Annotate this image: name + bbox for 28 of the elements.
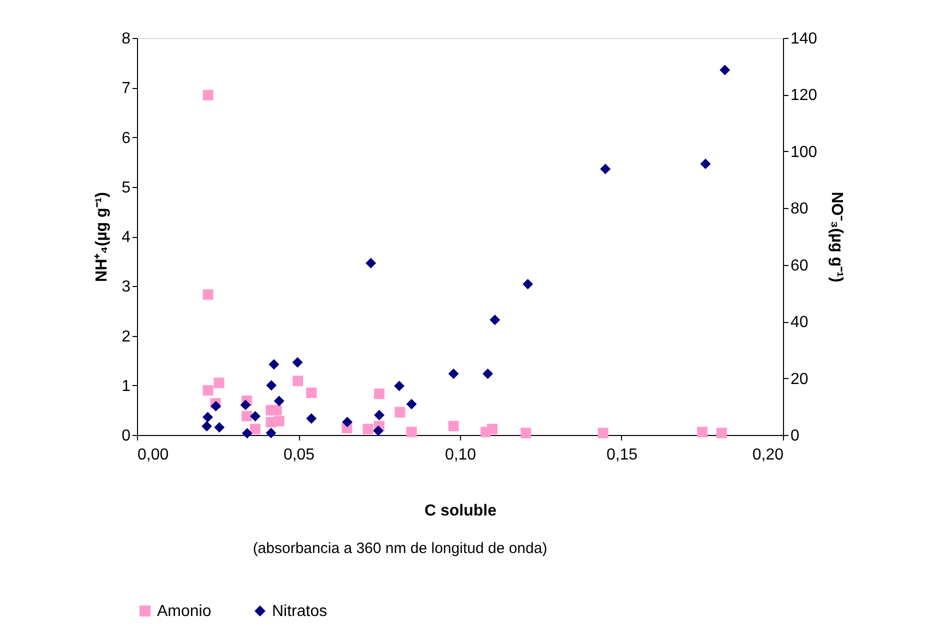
text: (absorbancia a 360 nm de longitud de onda) <box>252 540 548 557</box>
y-tick-label: 5 <box>122 179 131 196</box>
x-tick-label: 0,20 <box>752 446 784 464</box>
y2-tick-label: 100 <box>790 144 818 161</box>
y2-tick-label: 40 <box>790 314 808 332</box>
y-tick-label: 0 <box>122 428 131 444</box>
y-tick-label: 7 <box>122 80 131 98</box>
x-axis-title: C soluble <box>424 502 497 520</box>
y2-tick-label: 80 <box>790 200 808 218</box>
y-tick-label: 6 <box>122 130 131 147</box>
legend-label: Nitratos <box>272 603 328 620</box>
x-tick-label: 0,15 <box>606 446 638 464</box>
y2-tick-label: 140 <box>790 30 818 48</box>
y-axis-title: NH⁺₄(µg g⁻¹) <box>94 192 111 282</box>
y-tick-label: 8 <box>122 30 131 48</box>
x-tick-label: 0,05 <box>283 446 315 464</box>
y2-tick-label: 60 <box>790 257 808 274</box>
y2-tick-label: 20 <box>790 370 808 388</box>
legend-label: Amonio <box>157 603 212 620</box>
x-tick-label: 0,10 <box>444 446 476 464</box>
y2-tick-label: 0 <box>790 428 800 444</box>
y-tick-label: 3 <box>122 278 131 296</box>
y2-tick-label: 120 <box>790 87 818 104</box>
y2-axis-title: NO⁻₃(µg g⁻¹) <box>828 192 846 282</box>
y-tick-label: 1 <box>122 378 131 395</box>
y-tick-label: 4 <box>122 229 131 246</box>
y-tick-label: 2 <box>122 328 131 346</box>
x-tick-label: 0,00 <box>138 446 169 464</box>
